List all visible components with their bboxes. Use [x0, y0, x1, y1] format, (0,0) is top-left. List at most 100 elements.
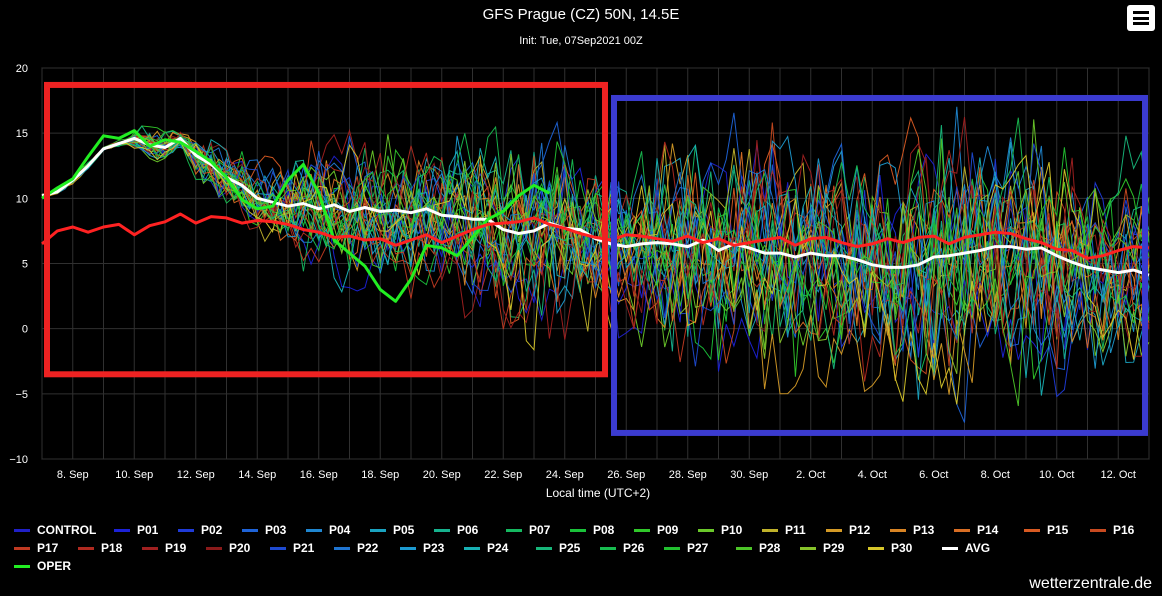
- y-tick-label: 10: [16, 193, 28, 205]
- legend-label: P20: [229, 541, 251, 555]
- legend-label: P09: [657, 523, 679, 537]
- legend-item-p03[interactable]: P03: [242, 521, 286, 539]
- legend-swatch: [600, 546, 616, 550]
- legend-swatch: [890, 528, 906, 532]
- ensemble-line-p20: [41, 135, 1150, 352]
- legend-item-p24[interactable]: P24: [464, 539, 508, 557]
- legend-item-p15[interactable]: P15: [1024, 521, 1068, 539]
- x-tick-label: 24. Sep: [546, 469, 584, 481]
- legend-item-p06[interactable]: P06: [434, 521, 478, 539]
- chart-title: GFS Prague (CZ) 50N, 14.5E: [482, 6, 680, 23]
- x-tick-label: 28. Sep: [669, 469, 707, 481]
- x-tick-label: 14. Sep: [238, 469, 276, 481]
- ensemble-line-p13: [41, 132, 1150, 366]
- legend-item-p01[interactable]: P01: [114, 521, 158, 539]
- legend-label: P02: [201, 523, 223, 537]
- oper-line: [41, 129, 551, 303]
- legend-swatch: [1090, 528, 1106, 532]
- legend-item-p18[interactable]: P18: [78, 539, 122, 557]
- legend-swatch: [634, 528, 650, 532]
- legend-label: P25: [559, 541, 581, 555]
- ensemble-line-p29: [41, 134, 1150, 375]
- legend-swatch: [826, 528, 842, 532]
- legend-item-p17[interactable]: P17: [14, 539, 58, 557]
- legend-item-p05[interactable]: P05: [370, 521, 414, 539]
- legend-item-p11[interactable]: P11: [762, 521, 806, 539]
- x-tick-label: 4. Oct: [858, 469, 887, 481]
- watermark: wetterzentrale.de: [1029, 575, 1152, 592]
- y-tick-label: −5: [15, 389, 28, 401]
- legend-label: P29: [823, 541, 845, 555]
- y-tick-label: −10: [9, 454, 28, 466]
- x-tick-label: 18. Sep: [361, 469, 399, 481]
- legend-item-p29[interactable]: P29: [800, 539, 844, 557]
- lt-mean-line: [41, 212, 1150, 260]
- legend-item-p08[interactable]: P08: [570, 521, 614, 539]
- legend-label: P27: [687, 541, 709, 555]
- legend-label: P04: [329, 523, 351, 537]
- highlight-box-blue: [611, 94, 1148, 436]
- legend-swatch: [270, 546, 286, 550]
- chart-subtitle: Init: Tue, 07Sep2021 00Z: [519, 35, 643, 47]
- legend-swatch: [800, 546, 816, 550]
- legend-label: P24: [487, 541, 509, 555]
- legend-item-p10[interactable]: P10: [698, 521, 742, 539]
- legend-item-p07[interactable]: P07: [506, 521, 550, 539]
- legend-label: P05: [393, 523, 415, 537]
- x-tick-label: 12. Oct: [1101, 469, 1136, 481]
- ensemble-line-p07: [41, 139, 1150, 349]
- legend-item-p28[interactable]: P28: [736, 539, 780, 557]
- legend-label: P28: [759, 541, 781, 555]
- legend-swatch: [506, 528, 522, 532]
- legend-item-p20[interactable]: P20: [206, 539, 250, 557]
- legend-swatch: [14, 564, 30, 568]
- legend-swatch: [114, 528, 130, 532]
- legend-label: P16: [1113, 523, 1135, 537]
- legend-item-p02[interactable]: P02: [178, 521, 222, 539]
- legend-swatch: [14, 528, 30, 532]
- legend-item-p16[interactable]: P16: [1090, 521, 1134, 539]
- ensemble-line-p26: [41, 117, 1150, 380]
- legend-item-p09[interactable]: P09: [634, 521, 678, 539]
- x-tick-label: 20. Sep: [423, 469, 461, 481]
- legend-swatch: [242, 528, 258, 532]
- legend-item-p21[interactable]: P21: [270, 539, 314, 557]
- hamburger-menu-icon[interactable]: [1127, 5, 1155, 31]
- y-tick-label: 15: [16, 128, 28, 140]
- legend-label: P01: [137, 523, 159, 537]
- ensemble-line-p28: [41, 137, 1150, 407]
- legend-item-control[interactable]: CONTROL: [14, 521, 96, 539]
- legend-swatch: [954, 528, 970, 532]
- legend-label: P23: [423, 541, 445, 555]
- x-axis-label: Local time (UTC+2): [546, 486, 650, 500]
- legend-item-p19[interactable]: P19: [142, 539, 186, 557]
- legend-label: P26: [623, 541, 645, 555]
- legend-item-p12[interactable]: P12: [826, 521, 870, 539]
- legend-swatch: [400, 546, 416, 550]
- legend-item-p25[interactable]: P25: [536, 539, 580, 557]
- legend-item-p30[interactable]: P30: [868, 539, 912, 557]
- legend-item-p13[interactable]: P13: [890, 521, 934, 539]
- legend-swatch: [464, 546, 480, 550]
- legend-label: P06: [457, 523, 479, 537]
- legend-swatch: [306, 528, 322, 532]
- legend-label: CONTROL: [37, 523, 97, 537]
- legend-item-oper[interactable]: OPER: [14, 557, 71, 575]
- legend-item-p22[interactable]: P22: [334, 539, 378, 557]
- legend-item-p14[interactable]: P14: [954, 521, 998, 539]
- y-tick-label: 0: [22, 324, 28, 336]
- legend-label: P12: [849, 523, 871, 537]
- legend-label: P30: [891, 541, 913, 555]
- legend-label: P17: [37, 541, 59, 555]
- legend-swatch: [434, 528, 450, 532]
- x-tick-label: 26. Sep: [607, 469, 645, 481]
- legend-label: AVG: [965, 541, 991, 555]
- legend-item-p04[interactable]: P04: [306, 521, 350, 539]
- x-tick-label: 16. Sep: [300, 469, 338, 481]
- legend-item-p27[interactable]: P27: [664, 539, 708, 557]
- legend-item-avg[interactable]: AVG: [942, 539, 990, 557]
- legend-item-p26[interactable]: P26: [600, 539, 644, 557]
- legend-label: P14: [977, 523, 999, 537]
- legend-swatch: [736, 546, 752, 550]
- legend-item-p23[interactable]: P23: [400, 539, 444, 557]
